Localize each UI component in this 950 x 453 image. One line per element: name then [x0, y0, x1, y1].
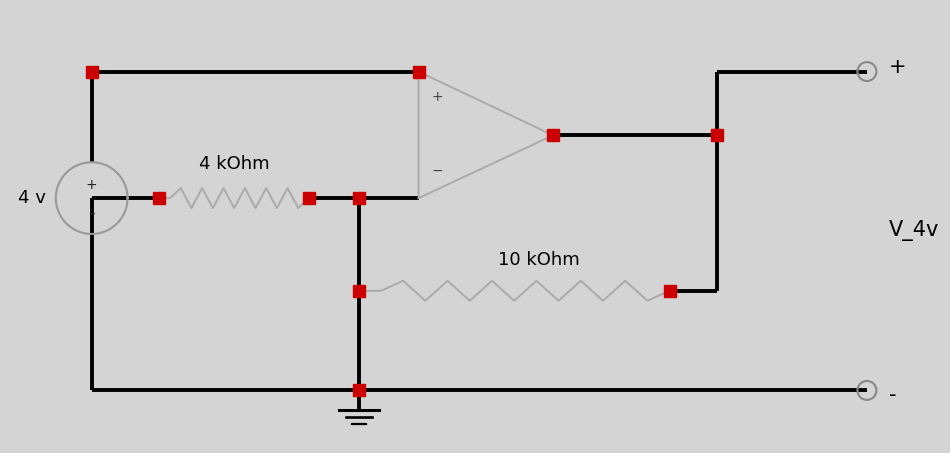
Text: -: -	[889, 386, 897, 405]
Text: +: +	[86, 178, 98, 192]
Text: 4 kOhm: 4 kOhm	[199, 155, 270, 173]
Text: 10 kOhm: 10 kOhm	[498, 251, 580, 269]
Text: 4 v: 4 v	[18, 189, 46, 207]
Text: −: −	[431, 164, 443, 178]
Text: V_4v: V_4v	[889, 221, 940, 241]
Text: +: +	[431, 91, 443, 105]
Text: +: +	[889, 57, 906, 77]
Text: -: -	[89, 206, 94, 221]
